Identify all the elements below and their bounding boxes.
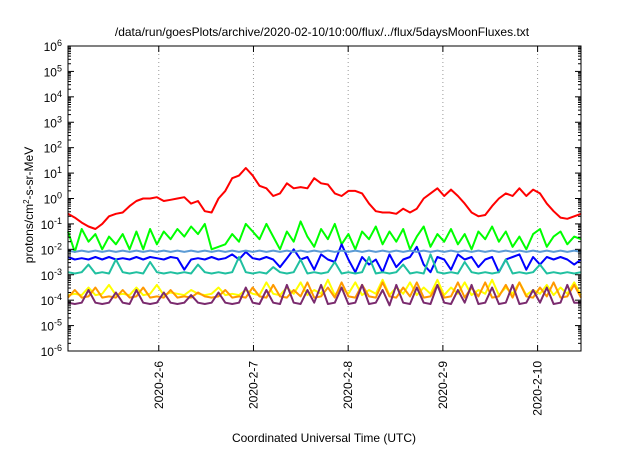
series-line-6	[67, 278, 582, 297]
series-line-1	[67, 167, 582, 230]
chart-title: /data/run/goesPlots/archive/2020-02-10/1…	[115, 25, 530, 39]
x-tick-label: 2020-2-8	[341, 361, 355, 409]
y-tick-label: 102	[44, 140, 62, 156]
series-line-5	[67, 253, 582, 275]
axes: 2020-2-6 2020-2-7 2020-2-8 2020-2-9 2020-2-1…	[41, 38, 582, 416]
y-tick-label: 10-2	[41, 241, 62, 257]
series-line-4	[67, 249, 582, 253]
y-tick-label: 106	[44, 38, 62, 54]
y-tick-label: 104	[44, 89, 62, 105]
y-tick-label: 100	[44, 191, 62, 207]
grid-lines	[158, 46, 539, 351]
series-line-2	[67, 220, 582, 253]
y-tick-label: 10-3	[41, 267, 62, 283]
y-tick-label: 10-1	[41, 216, 62, 232]
series-layer	[67, 167, 582, 307]
x-tick-label: 2020-2-9	[436, 361, 450, 409]
y-axis-label-rest: -s-sr-MeV	[22, 147, 36, 200]
y-tick-label: 103	[44, 114, 62, 130]
y-axis-label: protons/cm2-s-sr-MeV	[22, 147, 37, 263]
series-line-8	[67, 283, 581, 307]
y-tick-label: 101	[44, 165, 62, 181]
y-tick-label: 10-6	[41, 343, 62, 359]
plot-frame	[67, 45, 582, 352]
y-tick-label: 10-4	[41, 292, 62, 308]
series-line-3	[67, 243, 582, 274]
x-tick-label: 2020-2-7	[246, 361, 260, 409]
x-tick-label: 2020-2-6	[152, 361, 166, 409]
x-tick-label: 2020-2-10	[531, 361, 545, 416]
y-axis-label-sup: 2	[22, 199, 31, 204]
y-axis-label-base: protons/cm	[22, 204, 36, 263]
y-tick-label: 10-5	[41, 318, 62, 334]
y-tick-label: 105	[44, 63, 62, 79]
x-axis-label: Coordinated Universal Time (UTC)	[232, 431, 416, 445]
